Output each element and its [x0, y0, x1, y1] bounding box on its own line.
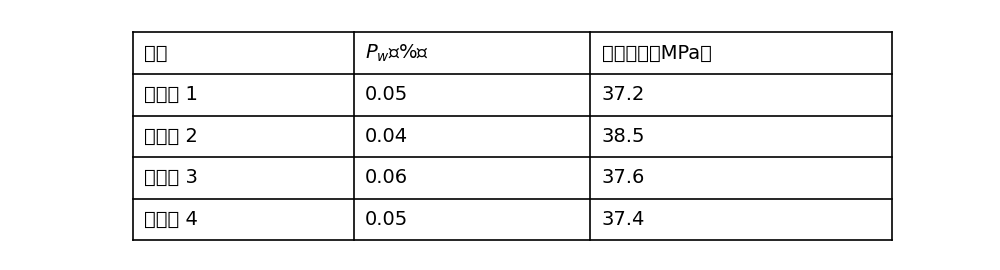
Text: 实施例 4: 实施例 4 — [144, 210, 198, 229]
Text: $P_w$（%）: $P_w$（%） — [365, 43, 429, 64]
Text: 37.6: 37.6 — [602, 168, 645, 187]
Text: 实施例 3: 实施例 3 — [144, 168, 198, 187]
Text: 实施例 2: 实施例 2 — [144, 127, 198, 146]
Text: 0.05: 0.05 — [365, 210, 409, 229]
Text: 0.05: 0.05 — [365, 85, 409, 104]
Text: 试样: 试样 — [144, 44, 168, 63]
Text: 0.06: 0.06 — [365, 168, 408, 187]
Text: 抗压强度（MPa）: 抗压强度（MPa） — [602, 44, 712, 63]
Text: 37.4: 37.4 — [602, 210, 645, 229]
Text: 0.04: 0.04 — [365, 127, 408, 146]
Text: 37.2: 37.2 — [602, 85, 645, 104]
Text: 38.5: 38.5 — [602, 127, 645, 146]
Text: 实施例 1: 实施例 1 — [144, 85, 198, 104]
